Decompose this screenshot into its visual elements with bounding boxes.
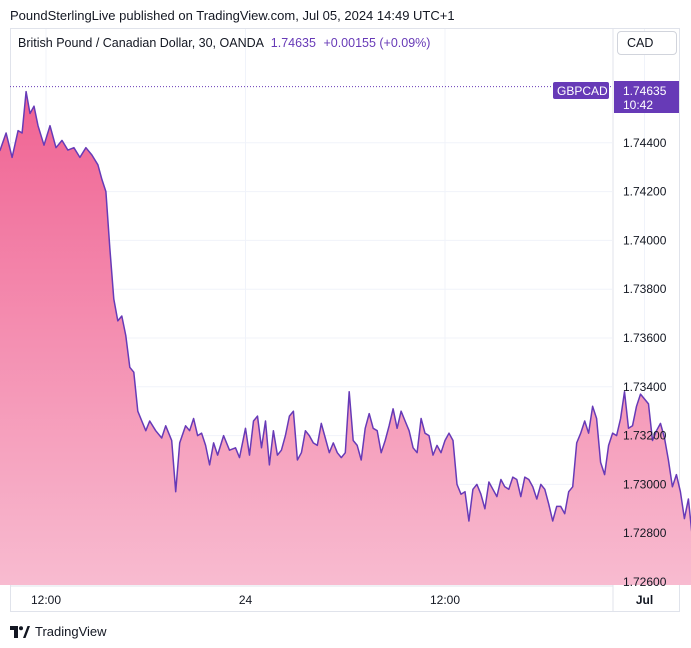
y-tick-label: 1.73200 <box>623 429 667 443</box>
legend-change: +0.00155 (+0.09%) <box>323 36 431 50</box>
y-tick-label: 1.73600 <box>623 331 667 345</box>
last-price-time: 10:42 <box>623 98 653 112</box>
symbol-label-bg <box>553 82 609 99</box>
symbol-label: GBPCAD <box>553 82 609 99</box>
legend-last: 1.74635 <box>270 36 316 50</box>
y-tick-label: 1.73800 <box>623 282 667 296</box>
symbol-label-text: GBPCAD <box>557 84 608 98</box>
price-area-fill <box>0 91 691 585</box>
tradingview-logo-icon <box>10 625 30 638</box>
y-tick-label: 1.74400 <box>623 136 667 150</box>
x-tick-label: 24 <box>239 593 253 607</box>
published-by-text: PoundSterlingLive published on TradingVi… <box>10 8 455 23</box>
y-tick-label: 1.74200 <box>623 185 667 199</box>
currency-button[interactable]: CAD <box>617 31 677 55</box>
y-tick-label: 1.72800 <box>623 526 667 540</box>
chart-legend: British Pound / Canadian Dollar, 30, OAN… <box>18 36 430 50</box>
x-tick-label: 12:00 <box>31 593 61 607</box>
last-price-label: 1.74635 10:42 <box>614 81 679 113</box>
tradingview-brand-text: TradingView <box>35 624 107 639</box>
last-price-value: 1.74635 <box>623 84 667 98</box>
x-tick-label: 12:00 <box>430 593 460 607</box>
legend-symbol: British Pound / Canadian Dollar, 30, OAN… <box>18 36 264 50</box>
y-tick-label: 1.73400 <box>623 380 667 394</box>
y-tick-label: 1.73000 <box>623 477 667 491</box>
x-tick-label: Jul <box>636 593 653 607</box>
y-tick-label: 1.72600 <box>623 575 667 589</box>
price-axis: 1.74400 1.74200 1.74000 1.73800 1.73600 1.734… <box>623 136 667 589</box>
price-line <box>0 90 691 532</box>
footer-brand: TradingView <box>10 624 107 639</box>
last-price-label-bg <box>614 81 679 113</box>
y-tick-label: 1.74000 <box>623 233 667 247</box>
